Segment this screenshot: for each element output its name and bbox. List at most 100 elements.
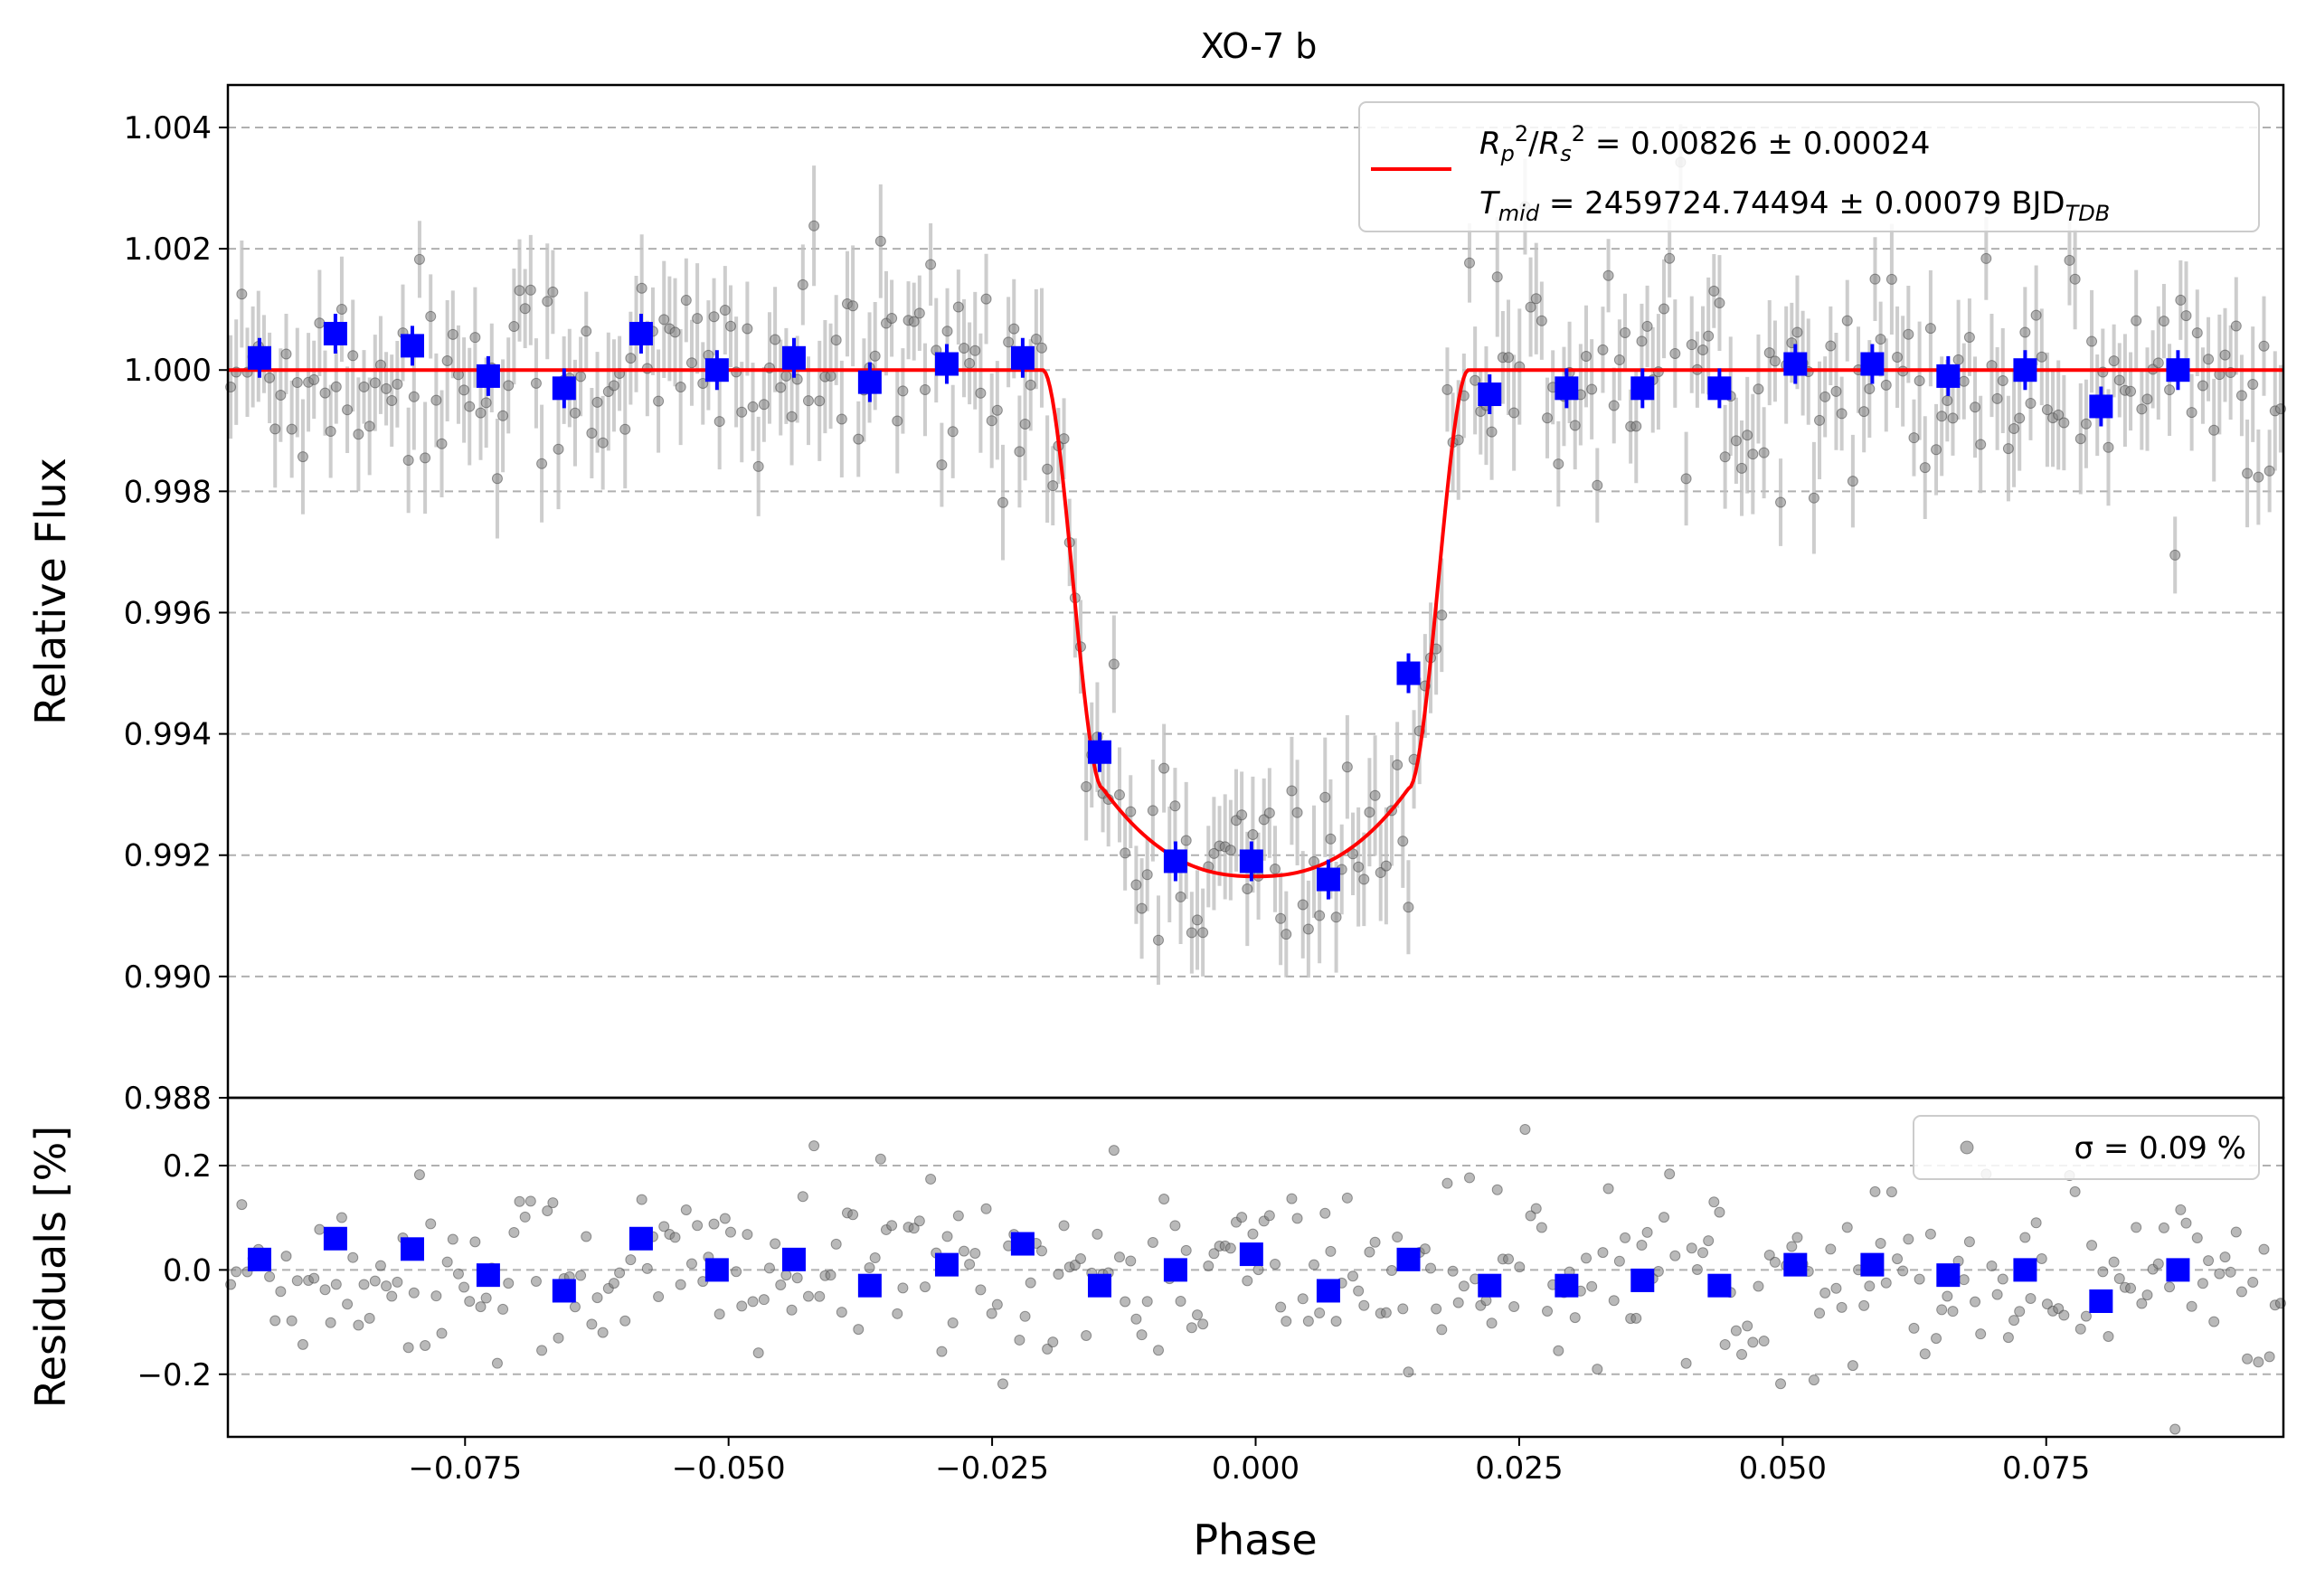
raw-point [1869,273,1881,285]
residual-raw-point [736,1300,748,1312]
residual-raw-point [2041,1299,2053,1310]
raw-point [2164,384,2176,396]
residual-raw-point [1736,1348,1748,1360]
raw-point [1914,375,1925,387]
residual-binned-point [857,1273,882,1298]
raw-point [874,235,886,247]
raw-point [1141,869,1153,881]
raw-point [441,354,453,366]
binned-point [1783,352,1808,376]
raw-point [2002,443,2014,455]
residual-raw-point [519,1211,531,1223]
residual-raw-point [1641,1226,1653,1238]
residual-raw-point [619,1315,631,1327]
raw-point [1470,374,1481,386]
main-y-tick-label: 1.004 [124,110,212,146]
residual-raw-point [747,1296,759,1308]
raw-point [853,433,865,445]
residual-raw-point [1931,1333,1942,1345]
raw-point [1858,406,1870,418]
residual-raw-point [1203,1261,1214,1272]
raw-point [636,282,647,294]
raw-point [1919,462,1931,474]
residual-raw-point [1847,1360,1858,1372]
raw-point [1586,383,1598,395]
residual-raw-point [742,1229,753,1241]
raw-point [1636,335,1648,347]
residual-raw-point [1425,1262,1437,1274]
residual-raw-point [1302,1316,1314,1327]
residual-raw-point [420,1339,431,1351]
residual-raw-point [2069,1185,2081,1197]
chart-title: XO-7 b [1201,26,1318,66]
raw-point [1236,809,1248,821]
residual-raw-point [2263,1351,2275,1363]
residual-raw-point [452,1268,464,1280]
raw-point [1686,339,1697,351]
main-panel: XO-7 b 1.004 1.002 1.000 0.998 0.996 0.994 0.9… [26,26,2286,1117]
raw-point [1908,432,1920,444]
residual-raw-point [2191,1232,2203,1244]
raw-point [1397,836,1409,847]
residual-raw-point [392,1276,403,1288]
raw-point [1047,480,1059,492]
binned-point [1239,849,1263,874]
residual-raw-point [947,1317,959,1328]
raw-point [2235,390,2247,401]
raw-point [525,284,536,296]
residual-raw-point [731,1266,742,1278]
residual-raw-point [430,1290,442,1302]
raw-point [1281,929,1292,940]
residual-raw-point [425,1218,437,1230]
residual-raw-point [503,1278,515,1289]
residual-binned-point [1087,1273,1111,1298]
main-legend-box [1358,101,2260,232]
raw-point [719,305,731,316]
raw-point [619,423,631,435]
raw-point [1991,392,2003,404]
binned-point [781,345,806,370]
raw-point [2030,309,2042,321]
binned-point [2166,358,2190,382]
raw-point [1297,899,1309,911]
residual-raw-point [1275,1301,1287,1313]
residual-raw-point [314,1223,326,1235]
residual-raw-point [808,1140,820,1152]
x-axis-label: Phase [1193,1516,1317,1564]
raw-point [575,371,587,382]
raw-point [897,385,909,397]
residual-raw-point [1058,1220,1070,1232]
residual-raw-point [797,1191,808,1203]
residual-binned-point [1860,1252,1885,1277]
residual-binned-point [2013,1258,2037,1282]
raw-point [1008,323,1020,335]
residual-raw-point [1875,1238,1886,1250]
raw-point [402,455,414,467]
residual-raw-point [308,1272,320,1284]
raw-point [908,316,920,327]
residual-binned-point [400,1237,424,1261]
raw-point [941,326,953,337]
residual-raw-point [1592,1364,1603,1375]
residual-raw-point [1247,1228,1259,1240]
raw-point [458,384,470,396]
raw-point [1758,447,1770,458]
residuals-panel: 0.2 0.0 −0.2 −0.075 −0.050 −0.025 0.000 0.025 0… [26,1096,2286,1564]
raw-point [2008,422,2020,434]
raw-point [1602,269,1614,281]
residual-raw-point [286,1315,298,1327]
residual-raw-point [2197,1278,2208,1289]
raw-point [330,381,342,392]
raw-point [1364,807,1375,818]
raw-point [1113,789,1125,801]
raw-point [1791,326,1803,338]
raw-point [1936,411,1948,422]
raw-point [1180,835,1192,846]
residual-raw-point [1436,1324,1448,1336]
raw-point [1525,301,1536,313]
raw-point [1730,435,1742,447]
residuals-legend-swatch [1960,1140,1974,1155]
binned-point [1555,376,1579,401]
raw-point [1719,451,1731,463]
residual-raw-point [1730,1325,1742,1336]
